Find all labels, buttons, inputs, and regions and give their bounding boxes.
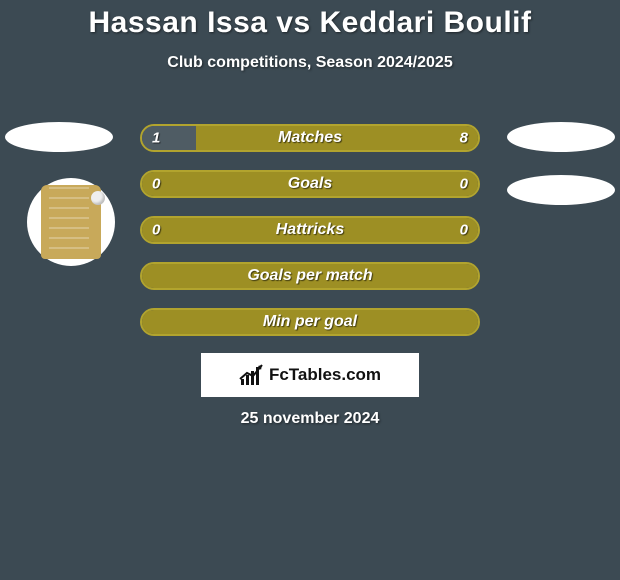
bar-label: Goals per match	[142, 267, 478, 285]
stat-row: 00Goals	[140, 170, 480, 198]
date-text: 25 november 2024	[0, 410, 620, 428]
player-left-avatar	[27, 178, 115, 266]
player-right-placeholder-2	[507, 175, 615, 205]
logo-box[interactable]: FcTables.com	[201, 353, 419, 397]
logo-text: FcTables.com	[269, 365, 381, 385]
stat-row: Goals per match	[140, 262, 480, 290]
stat-row: 00Hattricks	[140, 216, 480, 244]
player-right-placeholder-1	[507, 122, 615, 152]
stats-bars: 18Matches 00Goals 00Hattricks Goals per mat…	[140, 124, 480, 354]
bar-label: Hattricks	[142, 221, 478, 239]
page-title: Hassan Issa vs Keddari Boulif	[0, 0, 620, 40]
stat-row: 18Matches	[140, 124, 480, 152]
avatar-icon	[41, 185, 101, 259]
chart-icon	[239, 365, 265, 385]
page-subtitle: Club competitions, Season 2024/2025	[0, 54, 620, 72]
player-left-placeholder-1	[5, 122, 113, 152]
bar-label: Matches	[142, 129, 478, 147]
stat-row: Min per goal	[140, 308, 480, 336]
bar-label: Min per goal	[142, 313, 478, 331]
logo: FcTables.com	[239, 365, 381, 385]
bar-label: Goals	[142, 175, 478, 193]
ball-icon	[91, 191, 105, 205]
